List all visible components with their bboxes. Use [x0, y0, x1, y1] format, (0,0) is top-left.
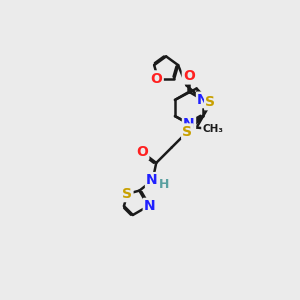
Text: S: S	[122, 187, 132, 201]
Text: H: H	[159, 178, 169, 191]
Text: CH₃: CH₃	[202, 124, 223, 134]
Text: S: S	[182, 125, 192, 139]
Text: S: S	[206, 95, 215, 109]
Text: O: O	[136, 145, 148, 159]
Text: O: O	[151, 72, 163, 86]
Text: N: N	[183, 117, 195, 131]
Text: N: N	[197, 93, 209, 107]
Text: O: O	[183, 69, 195, 83]
Text: N: N	[146, 173, 158, 187]
Text: N: N	[144, 199, 156, 213]
